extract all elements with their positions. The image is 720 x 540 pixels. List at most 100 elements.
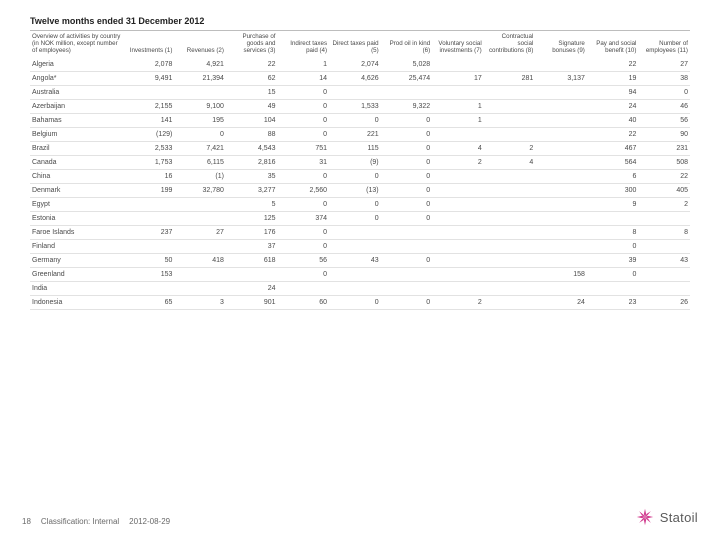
data-cell: 141: [123, 114, 175, 128]
data-cell: [484, 254, 536, 268]
data-cell: 153: [123, 268, 175, 282]
data-cell: [535, 86, 587, 100]
data-cell: 0: [381, 184, 433, 198]
data-cell: 37: [226, 240, 278, 254]
data-cell: [432, 198, 484, 212]
data-cell: 281: [484, 72, 536, 86]
data-cell: 2,155: [123, 100, 175, 114]
data-cell: 56: [278, 254, 330, 268]
data-cell: 43: [638, 254, 690, 268]
data-cell: [535, 142, 587, 156]
data-cell: 0: [381, 170, 433, 184]
data-cell: [329, 282, 381, 296]
data-cell: 9,100: [174, 100, 226, 114]
data-cell: [432, 282, 484, 296]
data-cell: [484, 128, 536, 142]
data-cell: 46: [638, 100, 690, 114]
data-cell: 0: [278, 240, 330, 254]
table-row: Australia150940: [30, 86, 690, 100]
data-cell: [329, 86, 381, 100]
data-cell: 0: [329, 296, 381, 310]
data-cell: 4,921: [174, 58, 226, 72]
data-cell: [587, 212, 639, 226]
data-cell: [432, 268, 484, 282]
data-cell: 0: [278, 170, 330, 184]
data-cell: [535, 282, 587, 296]
data-cell: (1): [174, 170, 226, 184]
table-header-cell: Revenues (2): [174, 31, 226, 58]
data-cell: [123, 198, 175, 212]
data-cell: 0: [329, 198, 381, 212]
table-container: Twelve months ended 31 December 2012 Ove…: [30, 12, 690, 310]
data-cell: 751: [278, 142, 330, 156]
data-cell: 19: [587, 72, 639, 86]
data-cell: 17: [432, 72, 484, 86]
data-cell: [535, 156, 587, 170]
country-cell: China: [30, 170, 123, 184]
table-row: India24: [30, 282, 690, 296]
data-cell: [484, 282, 536, 296]
data-cell: 405: [638, 184, 690, 198]
data-cell: 22: [226, 58, 278, 72]
data-cell: 0: [278, 86, 330, 100]
data-cell: 2,533: [123, 142, 175, 156]
data-cell: [432, 254, 484, 268]
data-cell: 31: [278, 156, 330, 170]
table-row: Finland3700: [30, 240, 690, 254]
data-cell: 1: [278, 58, 330, 72]
data-cell: 1,753: [123, 156, 175, 170]
table-body: Algeria2,0784,9212212,0745,0282227Angola…: [30, 58, 690, 310]
data-cell: [432, 58, 484, 72]
data-cell: 901: [226, 296, 278, 310]
data-cell: 60: [278, 296, 330, 310]
table-row: Bahamas14119510400014056: [30, 114, 690, 128]
data-cell: 43: [329, 254, 381, 268]
table-row: Azerbaijan2,1559,1004901,5339,32212446: [30, 100, 690, 114]
country-cell: Faroe Islands: [30, 226, 123, 240]
table-row: Denmark19932,7803,2772,560(13)0300405: [30, 184, 690, 198]
data-cell: 467: [587, 142, 639, 156]
data-cell: 418: [174, 254, 226, 268]
country-cell: Bahamas: [30, 114, 123, 128]
data-cell: [226, 268, 278, 282]
footer-date: 2012-08-29: [129, 517, 170, 526]
data-cell: [535, 100, 587, 114]
table-row: Greenland15301580: [30, 268, 690, 282]
data-cell: [638, 240, 690, 254]
data-cell: 0: [381, 128, 433, 142]
data-cell: 65: [123, 296, 175, 310]
data-cell: 4,626: [329, 72, 381, 86]
data-cell: (13): [329, 184, 381, 198]
data-cell: 2: [484, 142, 536, 156]
logo: Statoil: [636, 508, 698, 526]
data-cell: 0: [587, 240, 639, 254]
data-cell: 27: [638, 58, 690, 72]
data-cell: [123, 86, 175, 100]
table-header-cell: Purchase of goods and services (3): [226, 31, 278, 58]
data-cell: 237: [123, 226, 175, 240]
data-cell: [535, 114, 587, 128]
data-cell: [535, 198, 587, 212]
data-cell: 508: [638, 156, 690, 170]
data-cell: 2: [432, 296, 484, 310]
data-cell: [381, 268, 433, 282]
data-cell: 4,543: [226, 142, 278, 156]
data-cell: [484, 240, 536, 254]
data-cell: [535, 240, 587, 254]
table-row: Egypt500092: [30, 198, 690, 212]
data-cell: 104: [226, 114, 278, 128]
data-cell: 2,816: [226, 156, 278, 170]
data-cell: 4: [484, 156, 536, 170]
data-cell: 50: [123, 254, 175, 268]
data-table: Overview of activities by country (in NO…: [30, 31, 690, 310]
data-cell: 0: [381, 254, 433, 268]
table-row: China16(1)35000622: [30, 170, 690, 184]
data-cell: 24: [226, 282, 278, 296]
data-cell: 3,277: [226, 184, 278, 198]
country-cell: Egypt: [30, 198, 123, 212]
data-cell: 0: [278, 268, 330, 282]
table-header-cell: Number of employees (11): [638, 31, 690, 58]
footer-inner: 18 Classification: Internal 2012-08-29: [0, 470, 720, 540]
data-cell: [535, 212, 587, 226]
data-cell: 35: [226, 170, 278, 184]
